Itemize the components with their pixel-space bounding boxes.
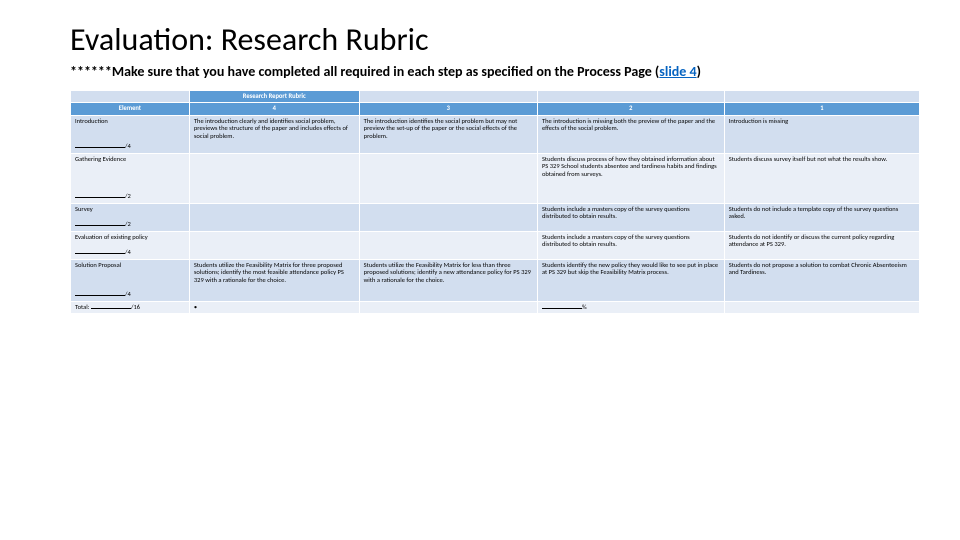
cell-1: Students do not include a template copy … <box>724 203 919 231</box>
score-suffix: /2 <box>125 220 131 228</box>
col-element: Element <box>71 103 190 115</box>
cell-3 <box>359 231 537 259</box>
blank-cell <box>359 301 537 313</box>
cell-4 <box>189 153 359 203</box>
cell-2: Students include a masters copy of the s… <box>537 203 724 231</box>
score-line: /4 <box>75 143 185 150</box>
cell-2: The introduction is missing both the pre… <box>537 115 724 153</box>
score-suffix: /4 <box>125 248 131 256</box>
rubric-banner: Research Report Rubric <box>189 91 359 103</box>
cell-2: Students include a masters copy of the s… <box>537 231 724 259</box>
cell-3 <box>359 153 537 203</box>
bullet-cell: • <box>189 301 359 313</box>
cell-1: Students do not propose a solution to co… <box>724 259 919 301</box>
cell-4: The introduction clearly and identifies … <box>189 115 359 153</box>
cell-3: The introduction identifies the social p… <box>359 115 537 153</box>
element-label: Survey <box>75 206 185 213</box>
element-cell: Introduction /4 <box>71 115 190 153</box>
subtitle-prefix: ******Make sure that you have completed … <box>70 63 659 80</box>
table-row: Survey /2 Students include a masters cop… <box>71 203 920 231</box>
cell-4: Students utilize the Feasibility Matrix … <box>189 259 359 301</box>
page-title: Evaluation: Research Rubric <box>70 20 920 59</box>
col-1: 1 <box>724 103 919 115</box>
total-row: Total: /16 • % <box>71 301 920 313</box>
blank-cell <box>537 91 724 103</box>
element-cell: Gathering Evidence /2 <box>71 153 190 203</box>
slide-link[interactable]: slide 4 <box>659 63 696 80</box>
element-cell: Solution Proposal /4 <box>71 259 190 301</box>
col-3: 3 <box>359 103 537 115</box>
page-subtitle: ******Make sure that you have completed … <box>70 63 920 80</box>
score-suffix: /4 <box>125 290 131 298</box>
blank-cell <box>724 301 919 313</box>
total-suffix: /16 <box>131 303 140 311</box>
total-cell: Total: /16 <box>71 301 190 313</box>
table-header-banner-row: Research Report Rubric <box>71 91 920 103</box>
table-row: Gathering Evidence /2 Students discuss p… <box>71 153 920 203</box>
cell-1: Introduction is missing <box>724 115 919 153</box>
score-suffix: /4 <box>125 142 131 150</box>
pct-cell: % <box>537 301 724 313</box>
cell-3 <box>359 203 537 231</box>
score-suffix: /2 <box>125 192 131 200</box>
col-2: 2 <box>537 103 724 115</box>
element-label: Solution Proposal <box>75 262 185 269</box>
blank-cell <box>724 91 919 103</box>
element-label: Evaluation of existing policy <box>75 234 185 241</box>
score-line: /2 <box>75 221 185 228</box>
table-row: Solution Proposal /4 Students utilize th… <box>71 259 920 301</box>
cell-3: Students utilize the Feasibility Matrix … <box>359 259 537 301</box>
element-label: Introduction <box>75 118 185 125</box>
table-row: Evaluation of existing policy /4 Student… <box>71 231 920 259</box>
cell-4 <box>189 231 359 259</box>
table-column-header-row: Element 4 3 2 1 <box>71 103 920 115</box>
table-row: Introduction /4 The introduction clearly… <box>71 115 920 153</box>
score-line: /4 <box>75 249 185 256</box>
element-cell: Survey /2 <box>71 203 190 231</box>
subtitle-suffix: ) <box>697 63 701 80</box>
cell-2: Students identify the new policy they wo… <box>537 259 724 301</box>
element-cell: Evaluation of existing policy /4 <box>71 231 190 259</box>
total-label: Total: <box>75 303 89 311</box>
cell-2: Students discuss process of how they obt… <box>537 153 724 203</box>
rubric-table: Research Report Rubric Element 4 3 2 1 I… <box>70 90 920 314</box>
blank-cell <box>359 91 537 103</box>
score-line: /2 <box>75 193 185 200</box>
cell-1: Students do not identify or discuss the … <box>724 231 919 259</box>
col-4: 4 <box>189 103 359 115</box>
blank-cell <box>71 91 190 103</box>
score-line: /4 <box>75 291 185 298</box>
cell-4 <box>189 203 359 231</box>
element-label: Gathering Evidence <box>75 156 185 163</box>
cell-1: Students discuss survey itself but not w… <box>724 153 919 203</box>
pct-label: % <box>582 303 587 311</box>
